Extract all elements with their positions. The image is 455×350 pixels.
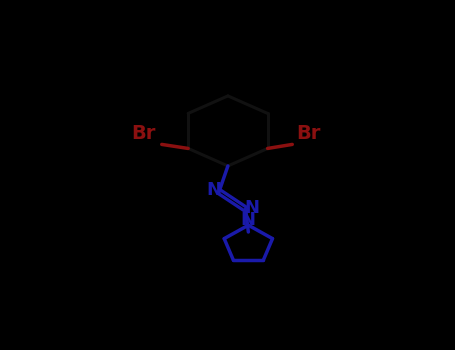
Text: Br: Br [131,124,156,143]
Text: N: N [206,181,221,199]
Text: Br: Br [296,124,320,143]
Text: N: N [244,199,259,217]
Text: N: N [241,211,256,229]
